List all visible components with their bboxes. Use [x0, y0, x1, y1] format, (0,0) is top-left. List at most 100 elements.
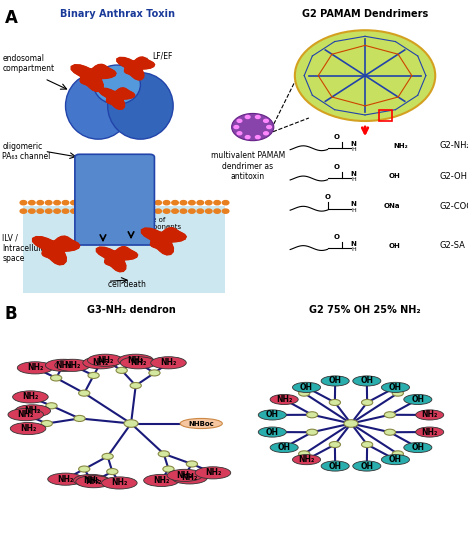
Circle shape	[205, 209, 212, 213]
Text: N: N	[351, 171, 356, 177]
Circle shape	[146, 209, 153, 213]
Ellipse shape	[48, 473, 83, 485]
Circle shape	[138, 209, 145, 213]
Circle shape	[29, 209, 35, 213]
Circle shape	[392, 390, 403, 396]
Text: NH₂: NH₂	[130, 358, 146, 367]
Circle shape	[197, 209, 204, 213]
Text: OH: OH	[388, 173, 400, 179]
Circle shape	[245, 136, 250, 139]
Circle shape	[307, 429, 318, 435]
Text: release of
A components: release of A components	[131, 217, 181, 230]
Circle shape	[186, 461, 197, 467]
Text: NH₂: NH₂	[422, 427, 438, 437]
Circle shape	[74, 415, 85, 421]
Ellipse shape	[151, 357, 186, 369]
Circle shape	[79, 466, 90, 472]
Circle shape	[116, 367, 127, 373]
Ellipse shape	[270, 394, 298, 405]
Text: NH₂: NH₂	[97, 356, 113, 365]
Circle shape	[222, 209, 229, 213]
Circle shape	[107, 469, 118, 475]
Polygon shape	[96, 247, 138, 272]
Ellipse shape	[353, 461, 381, 471]
Ellipse shape	[88, 354, 123, 366]
Circle shape	[20, 201, 27, 205]
Circle shape	[256, 116, 260, 118]
Circle shape	[121, 201, 128, 205]
Ellipse shape	[321, 376, 349, 386]
Circle shape	[51, 375, 62, 381]
Text: OH: OH	[266, 410, 279, 420]
Circle shape	[149, 370, 160, 376]
Ellipse shape	[17, 362, 53, 374]
Text: ONa: ONa	[384, 204, 400, 210]
Text: OH: OH	[329, 376, 342, 386]
Text: NH₂: NH₂	[161, 358, 176, 367]
Circle shape	[138, 201, 145, 205]
Text: NH₂: NH₂	[128, 356, 144, 365]
Circle shape	[172, 201, 178, 205]
Circle shape	[172, 209, 178, 213]
Ellipse shape	[292, 454, 321, 465]
Circle shape	[29, 201, 35, 205]
Ellipse shape	[381, 454, 410, 465]
Circle shape	[54, 209, 60, 213]
Circle shape	[79, 390, 90, 396]
Text: NH₂: NH₂	[205, 469, 221, 477]
Text: Binary Anthrax Toxin: Binary Anthrax Toxin	[59, 9, 175, 19]
Text: NH₂: NH₂	[83, 476, 99, 485]
Ellipse shape	[258, 410, 286, 420]
Ellipse shape	[45, 359, 81, 371]
Text: endosomal
compartment: endosomal compartment	[2, 54, 54, 73]
Ellipse shape	[120, 357, 156, 369]
Ellipse shape	[76, 476, 111, 488]
Circle shape	[295, 30, 435, 121]
Ellipse shape	[73, 474, 109, 487]
Circle shape	[155, 201, 161, 205]
Text: NH₂: NH₂	[25, 406, 41, 415]
Circle shape	[96, 209, 102, 213]
Text: NH₂: NH₂	[55, 361, 71, 370]
Circle shape	[130, 209, 136, 213]
Text: O: O	[334, 134, 340, 140]
Text: OH: OH	[411, 395, 424, 404]
Text: OH: OH	[360, 376, 373, 386]
Circle shape	[267, 125, 271, 129]
Circle shape	[37, 209, 44, 213]
Text: H: H	[351, 147, 356, 152]
Circle shape	[155, 209, 161, 213]
Circle shape	[41, 420, 52, 427]
Text: N: N	[351, 201, 356, 207]
Circle shape	[232, 113, 274, 141]
Circle shape	[96, 201, 102, 205]
Ellipse shape	[66, 73, 131, 139]
Circle shape	[189, 201, 195, 205]
Text: oligomeric
PA₆₃ channel: oligomeric PA₆₃ channel	[2, 141, 51, 161]
Ellipse shape	[83, 357, 118, 369]
Circle shape	[79, 209, 86, 213]
Ellipse shape	[416, 427, 444, 437]
Circle shape	[307, 412, 318, 418]
Circle shape	[146, 201, 153, 205]
Circle shape	[104, 201, 111, 205]
Text: NH₂: NH₂	[58, 475, 73, 483]
Circle shape	[222, 201, 229, 205]
Polygon shape	[71, 64, 116, 91]
Circle shape	[180, 201, 187, 205]
Text: NH₂: NH₂	[299, 455, 315, 464]
Text: B: B	[5, 305, 17, 323]
Text: NH₂: NH₂	[27, 364, 43, 372]
Text: G2-SA: G2-SA	[440, 241, 466, 250]
Text: G3-NH₂ dendron: G3-NH₂ dendron	[87, 305, 176, 315]
Text: G2-COONa: G2-COONa	[440, 202, 468, 211]
Ellipse shape	[167, 469, 203, 481]
Circle shape	[329, 399, 341, 405]
Ellipse shape	[270, 442, 298, 453]
Text: NH₂: NH₂	[86, 477, 102, 486]
Text: NH₂: NH₂	[65, 361, 80, 370]
Circle shape	[102, 453, 113, 459]
Text: NH₂: NH₂	[22, 393, 38, 402]
Text: N: N	[351, 141, 356, 147]
Text: NH₂: NH₂	[182, 474, 197, 482]
